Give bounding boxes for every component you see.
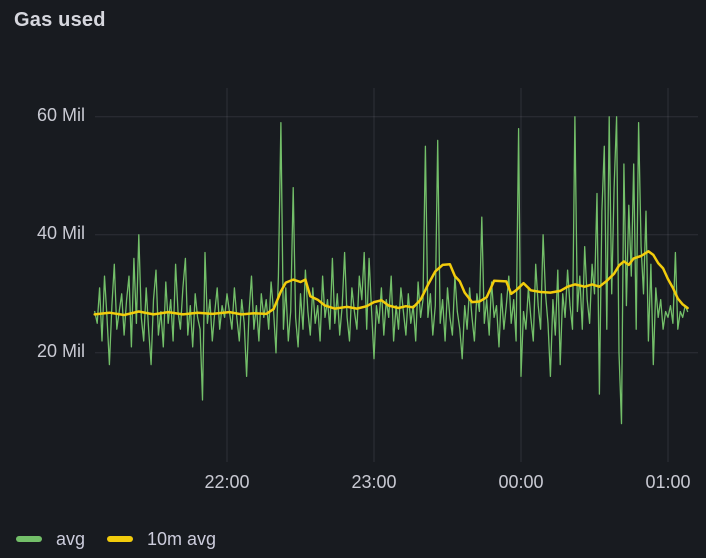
y-axis-tick-60mil: 60 Mil [36, 105, 85, 125]
avg-series-swatch-icon [16, 536, 42, 542]
x-axis-tick-2200: 22:00 [204, 472, 250, 492]
x-axis-tick-0000: 00:00 [498, 472, 544, 492]
panel-title[interactable]: Gas used [14, 9, 106, 31]
legend: avg 10m avg [16, 526, 216, 552]
legend-label-10m-avg: 10m avg [147, 528, 217, 549]
x-axis-tick-0100: 01:00 [645, 472, 691, 492]
ten-min-avg-series-swatch-icon [107, 536, 134, 542]
plot-area[interactable] [94, 88, 688, 462]
y-axis-tick-20mil: 20 Mil [36, 341, 85, 361]
x-axis-tick-2300: 23:00 [351, 472, 397, 492]
legend-item-avg[interactable]: avg [16, 529, 85, 550]
y-axis-tick-40mil: 40 Mil [36, 223, 85, 243]
legend-label-avg: avg [56, 528, 86, 549]
legend-item-10m-avg[interactable]: 10m avg [107, 529, 216, 550]
